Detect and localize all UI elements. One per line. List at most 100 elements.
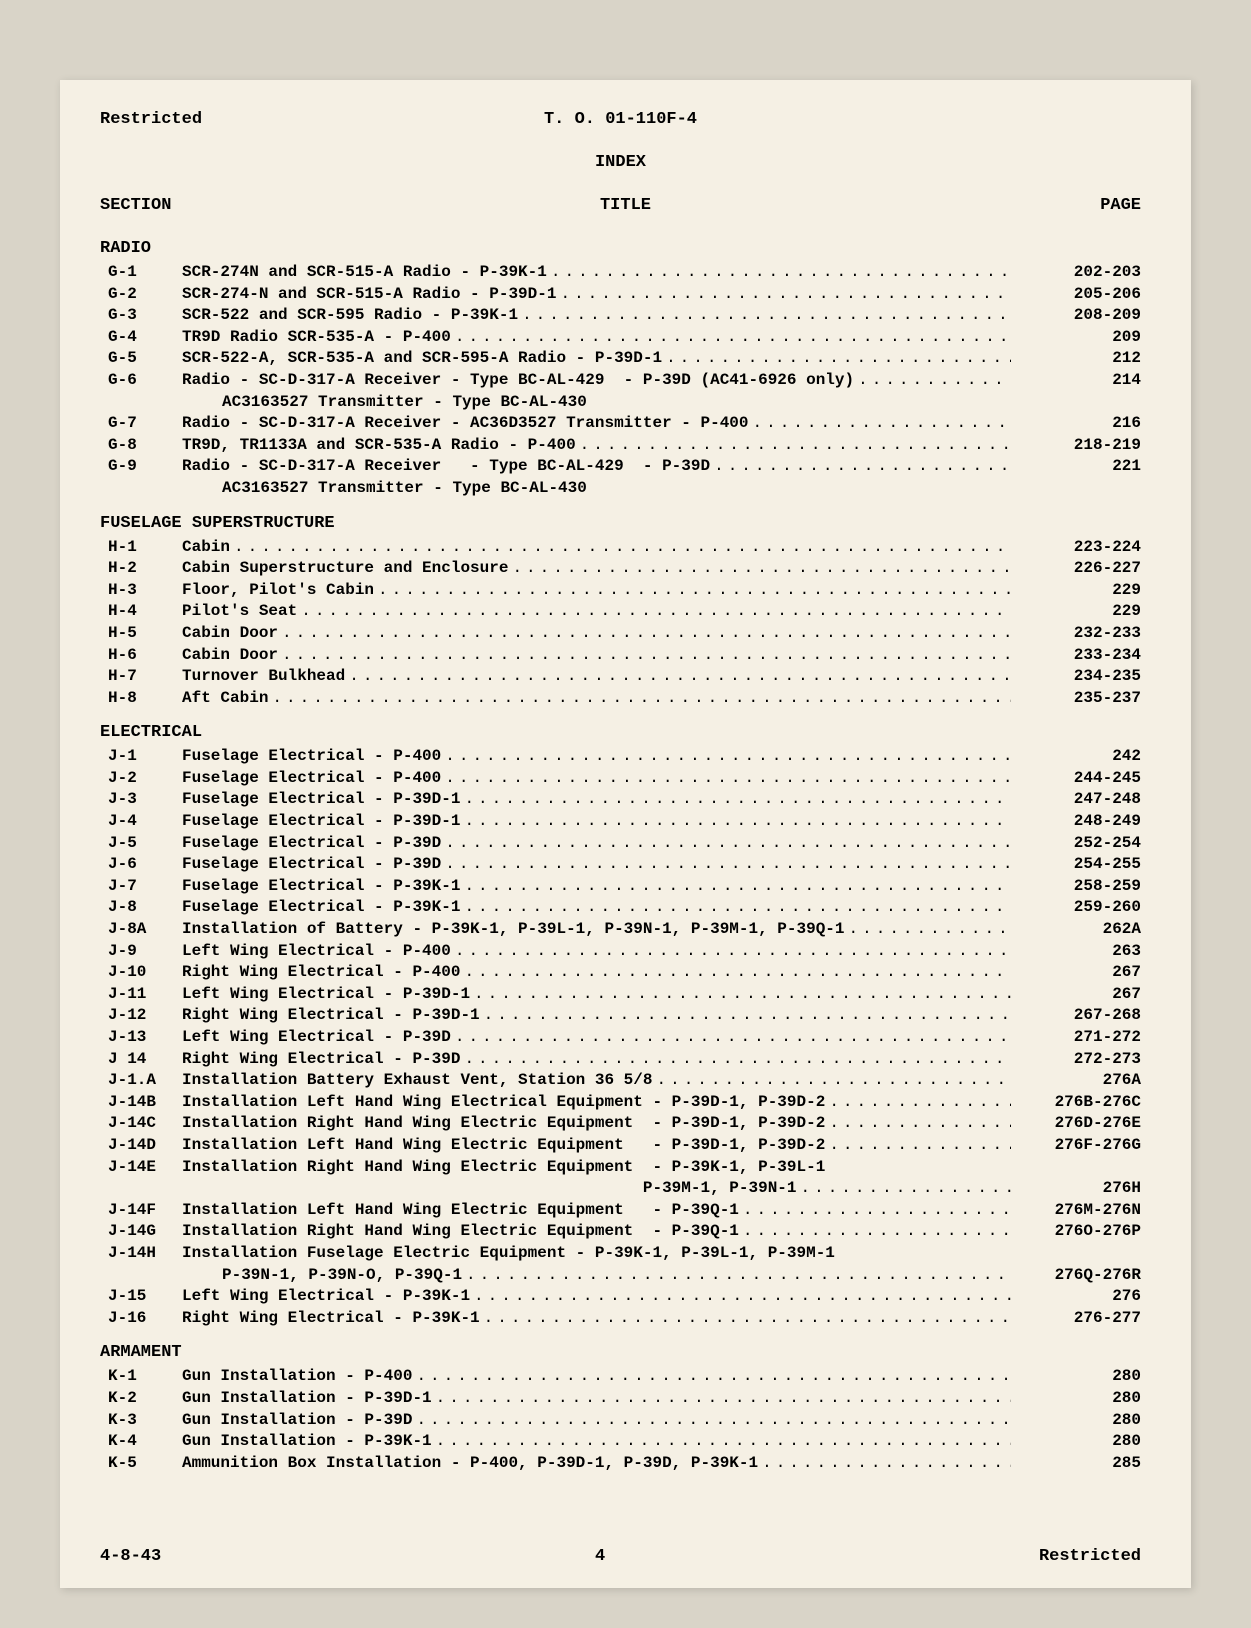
entry-continuation: AC3163527 Transmitter - Type BC-AL-430 [100,478,1141,500]
entry-code: J-8A [100,919,182,941]
index-entry: J-14FInstallation Left Hand Wing Electri… [100,1200,1141,1222]
leader-dots: ........................................… [825,1092,1011,1114]
entry-title: Floor, Pilot's Cabin [182,580,374,602]
index-entry: J-14GInstallation Right Hand Wing Electr… [100,1221,1141,1243]
index-entry: J-9Left Wing Electrical - P-400.........… [100,941,1141,963]
continuation-text: AC3163527 Transmitter - Type BC-AL-430 [182,392,587,414]
entry-title: Right Wing Electrical - P-400 [182,962,460,984]
entry-title: Installation Left Hand Wing Electric Equ… [182,1135,825,1157]
entry-page: 232-233 [1011,623,1141,645]
entry-code: J-14G [100,1221,182,1243]
leader-dots: ........................................… [345,666,1011,688]
entry-code: G-8 [100,435,182,457]
entry-page: 229 [1011,601,1141,623]
leader-dots: ........................................… [556,284,1011,306]
entry-code: J-11 [100,984,182,1006]
entry-page: 209 [1011,327,1141,349]
entry-code: H-2 [100,558,182,580]
group-heading: RADIO [100,239,1141,258]
leader-dots: ........................................… [460,1049,1011,1071]
header-doc-number: T. O. 01-110F-4 [447,110,794,129]
entry-page: 263 [1011,941,1141,963]
index-entry: J-10Right Wing Electrical - P-400.......… [100,962,1141,984]
entry-title: SCR-274-N and SCR-515-A Radio - P-39D-1 [182,284,556,306]
entry-page: 267 [1011,962,1141,984]
leader-dots: ........................................… [441,833,1011,855]
entry-code: J-9 [100,941,182,963]
entry-code: H-5 [100,623,182,645]
leader-dots: ........................................… [480,1005,1011,1027]
index-entry: J-3Fuselage Electrical - P-39D-1........… [100,789,1141,811]
entry-code: K-2 [100,1388,182,1410]
entry-title: Fuselage Electrical - P-39K-1 [182,897,460,919]
leader-dots: ........................................… [480,1308,1011,1330]
entry-page: 229 [1011,580,1141,602]
leader-dots: ........................................… [739,1221,1011,1243]
entry-page: 221 [1011,456,1141,478]
index-entry: H-6Cabin Door...........................… [100,645,1141,667]
entry-page: 205-206 [1011,284,1141,306]
entry-code: J-13 [100,1027,182,1049]
entry-code: G-4 [100,327,182,349]
footer-restricted: Restricted [1039,1547,1141,1566]
entry-page: 271-272 [1011,1027,1141,1049]
entry-page: 276O-276P [1011,1221,1141,1243]
entry-code: G-7 [100,413,182,435]
entry-code: J-14B [100,1092,182,1114]
entry-code: H-3 [100,580,182,602]
leader-dots: ........................................… [432,1431,1011,1453]
index-entry: J-14DInstallation Left Hand Wing Electri… [100,1135,1141,1157]
entry-page: 214 [1011,370,1141,392]
entry-page: 280 [1011,1410,1141,1432]
entry-page: 276D-276E [1011,1113,1141,1135]
leader-dots: ........................................… [460,811,1011,833]
entry-code: J-14E [100,1157,182,1179]
entry-code: J-14D [100,1135,182,1157]
leader-dots: ........................................… [518,305,1011,327]
entry-page: 276M-276N [1011,1200,1141,1222]
entry-title: Fuselage Electrical - P-39D-1 [182,789,460,811]
index-entry: J 14Right Wing Electrical - P-39D.......… [100,1049,1141,1071]
entry-page: 226-227 [1011,558,1141,580]
leader-dots: ........................................… [825,1113,1011,1135]
entry-page: 272-273 [1011,1049,1141,1071]
entry-page: 233-234 [1011,645,1141,667]
footer-page-number: 4 [595,1547,605,1566]
entry-code: J-16 [100,1308,182,1330]
entry-title: Left Wing Electrical - P-39D-1 [182,984,470,1006]
entry-page: 276B-276C [1011,1092,1141,1114]
entry-code: K-4 [100,1431,182,1453]
entry-continuation: P-39N-1, P-39N-O, P-39Q-1...............… [100,1265,1141,1287]
index-entry: H-4Pilot's Seat.........................… [100,601,1141,623]
leader-dots: ........................................… [374,580,1011,602]
entry-title: Fuselage Electrical - P-400 [182,768,441,790]
entry-title: Radio - SC-D-317-A Receiver - AC36D3527 … [182,413,749,435]
entry-title: Gun Installation - P-39K-1 [182,1431,432,1453]
leader-dots: ........................................… [845,919,1011,941]
entry-page: 247-248 [1011,789,1141,811]
entry-title: Radio - SC-D-317-A Receiver - Type BC-AL… [182,456,710,478]
entry-code: J-14C [100,1113,182,1135]
entry-page: 276 [1011,1286,1141,1308]
entry-title: Cabin Door [182,623,278,645]
entry-page: 242 [1011,746,1141,768]
header-restricted: Restricted [100,110,447,129]
entry-code: H-8 [100,688,182,710]
entry-page: 234-235 [1011,666,1141,688]
entry-page: 280 [1011,1431,1141,1453]
leader-dots: ........................................… [441,746,1011,768]
leader-dots: ........................................… [576,435,1011,457]
column-headers: SECTION TITLE PAGE [100,196,1141,215]
leader-dots: ........................................… [749,413,1012,435]
entry-code: J-1 [100,746,182,768]
leader-dots: ........................................… [432,1388,1011,1410]
entry-code: H-7 [100,666,182,688]
entry-code: J-7 [100,876,182,898]
col-page: PAGE [1041,196,1141,215]
entry-page: 267-268 [1011,1005,1141,1027]
entry-title: SCR-274N and SCR-515-A Radio - P-39K-1 [182,262,547,284]
index-entry: J-14HInstallation Fuselage Electric Equi… [100,1243,1141,1265]
index-entry: H-5Cabin Door...........................… [100,623,1141,645]
page-footer: 4-8-43 4 Restricted [100,1547,1141,1566]
entry-page: 276-277 [1011,1308,1141,1330]
